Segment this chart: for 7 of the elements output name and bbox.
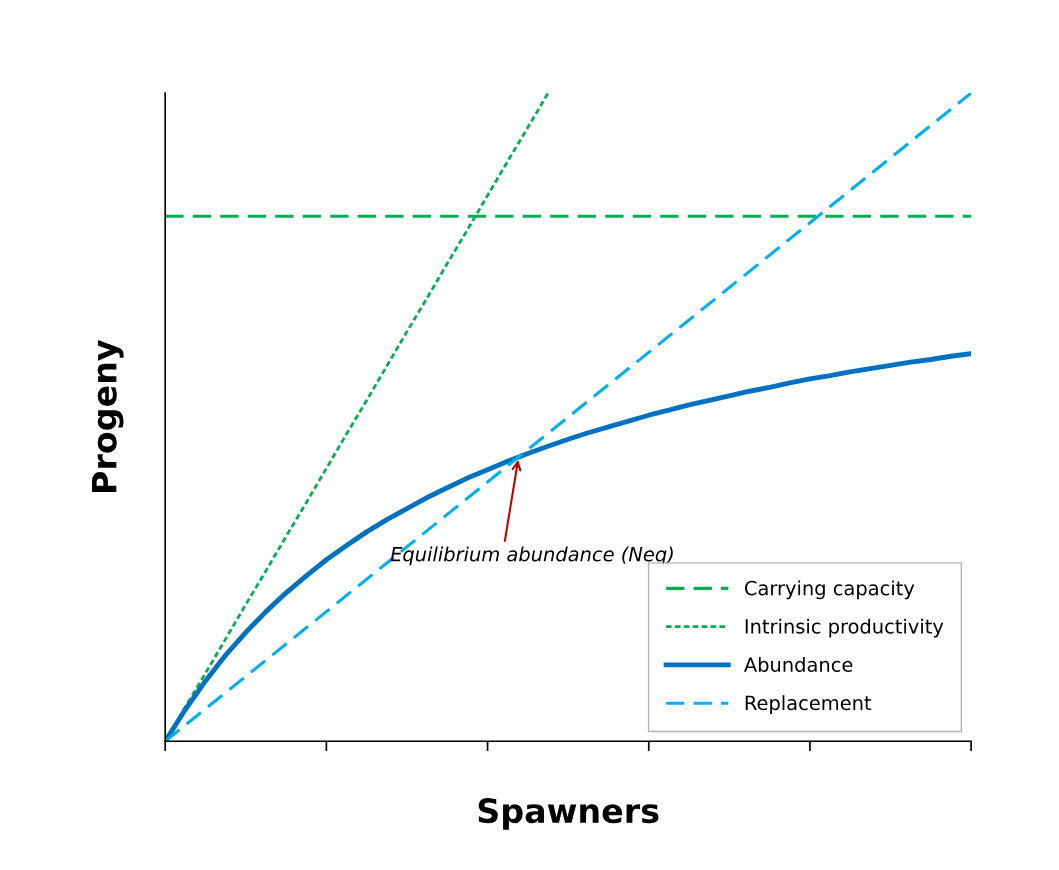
- legend-label: Abundance: [744, 656, 853, 672]
- y-axis-title: Progeny: [92, 339, 124, 492]
- x-axis-title: Spawners: [478, 798, 659, 830]
- annotation: Equilibrium abundance (Neq): [390, 546, 673, 566]
- legend-label: Replacement: [745, 695, 872, 715]
- legend-label: Intrinsic productivity: [745, 618, 944, 638]
- legend-label: Carrying capacity: [744, 580, 915, 600]
